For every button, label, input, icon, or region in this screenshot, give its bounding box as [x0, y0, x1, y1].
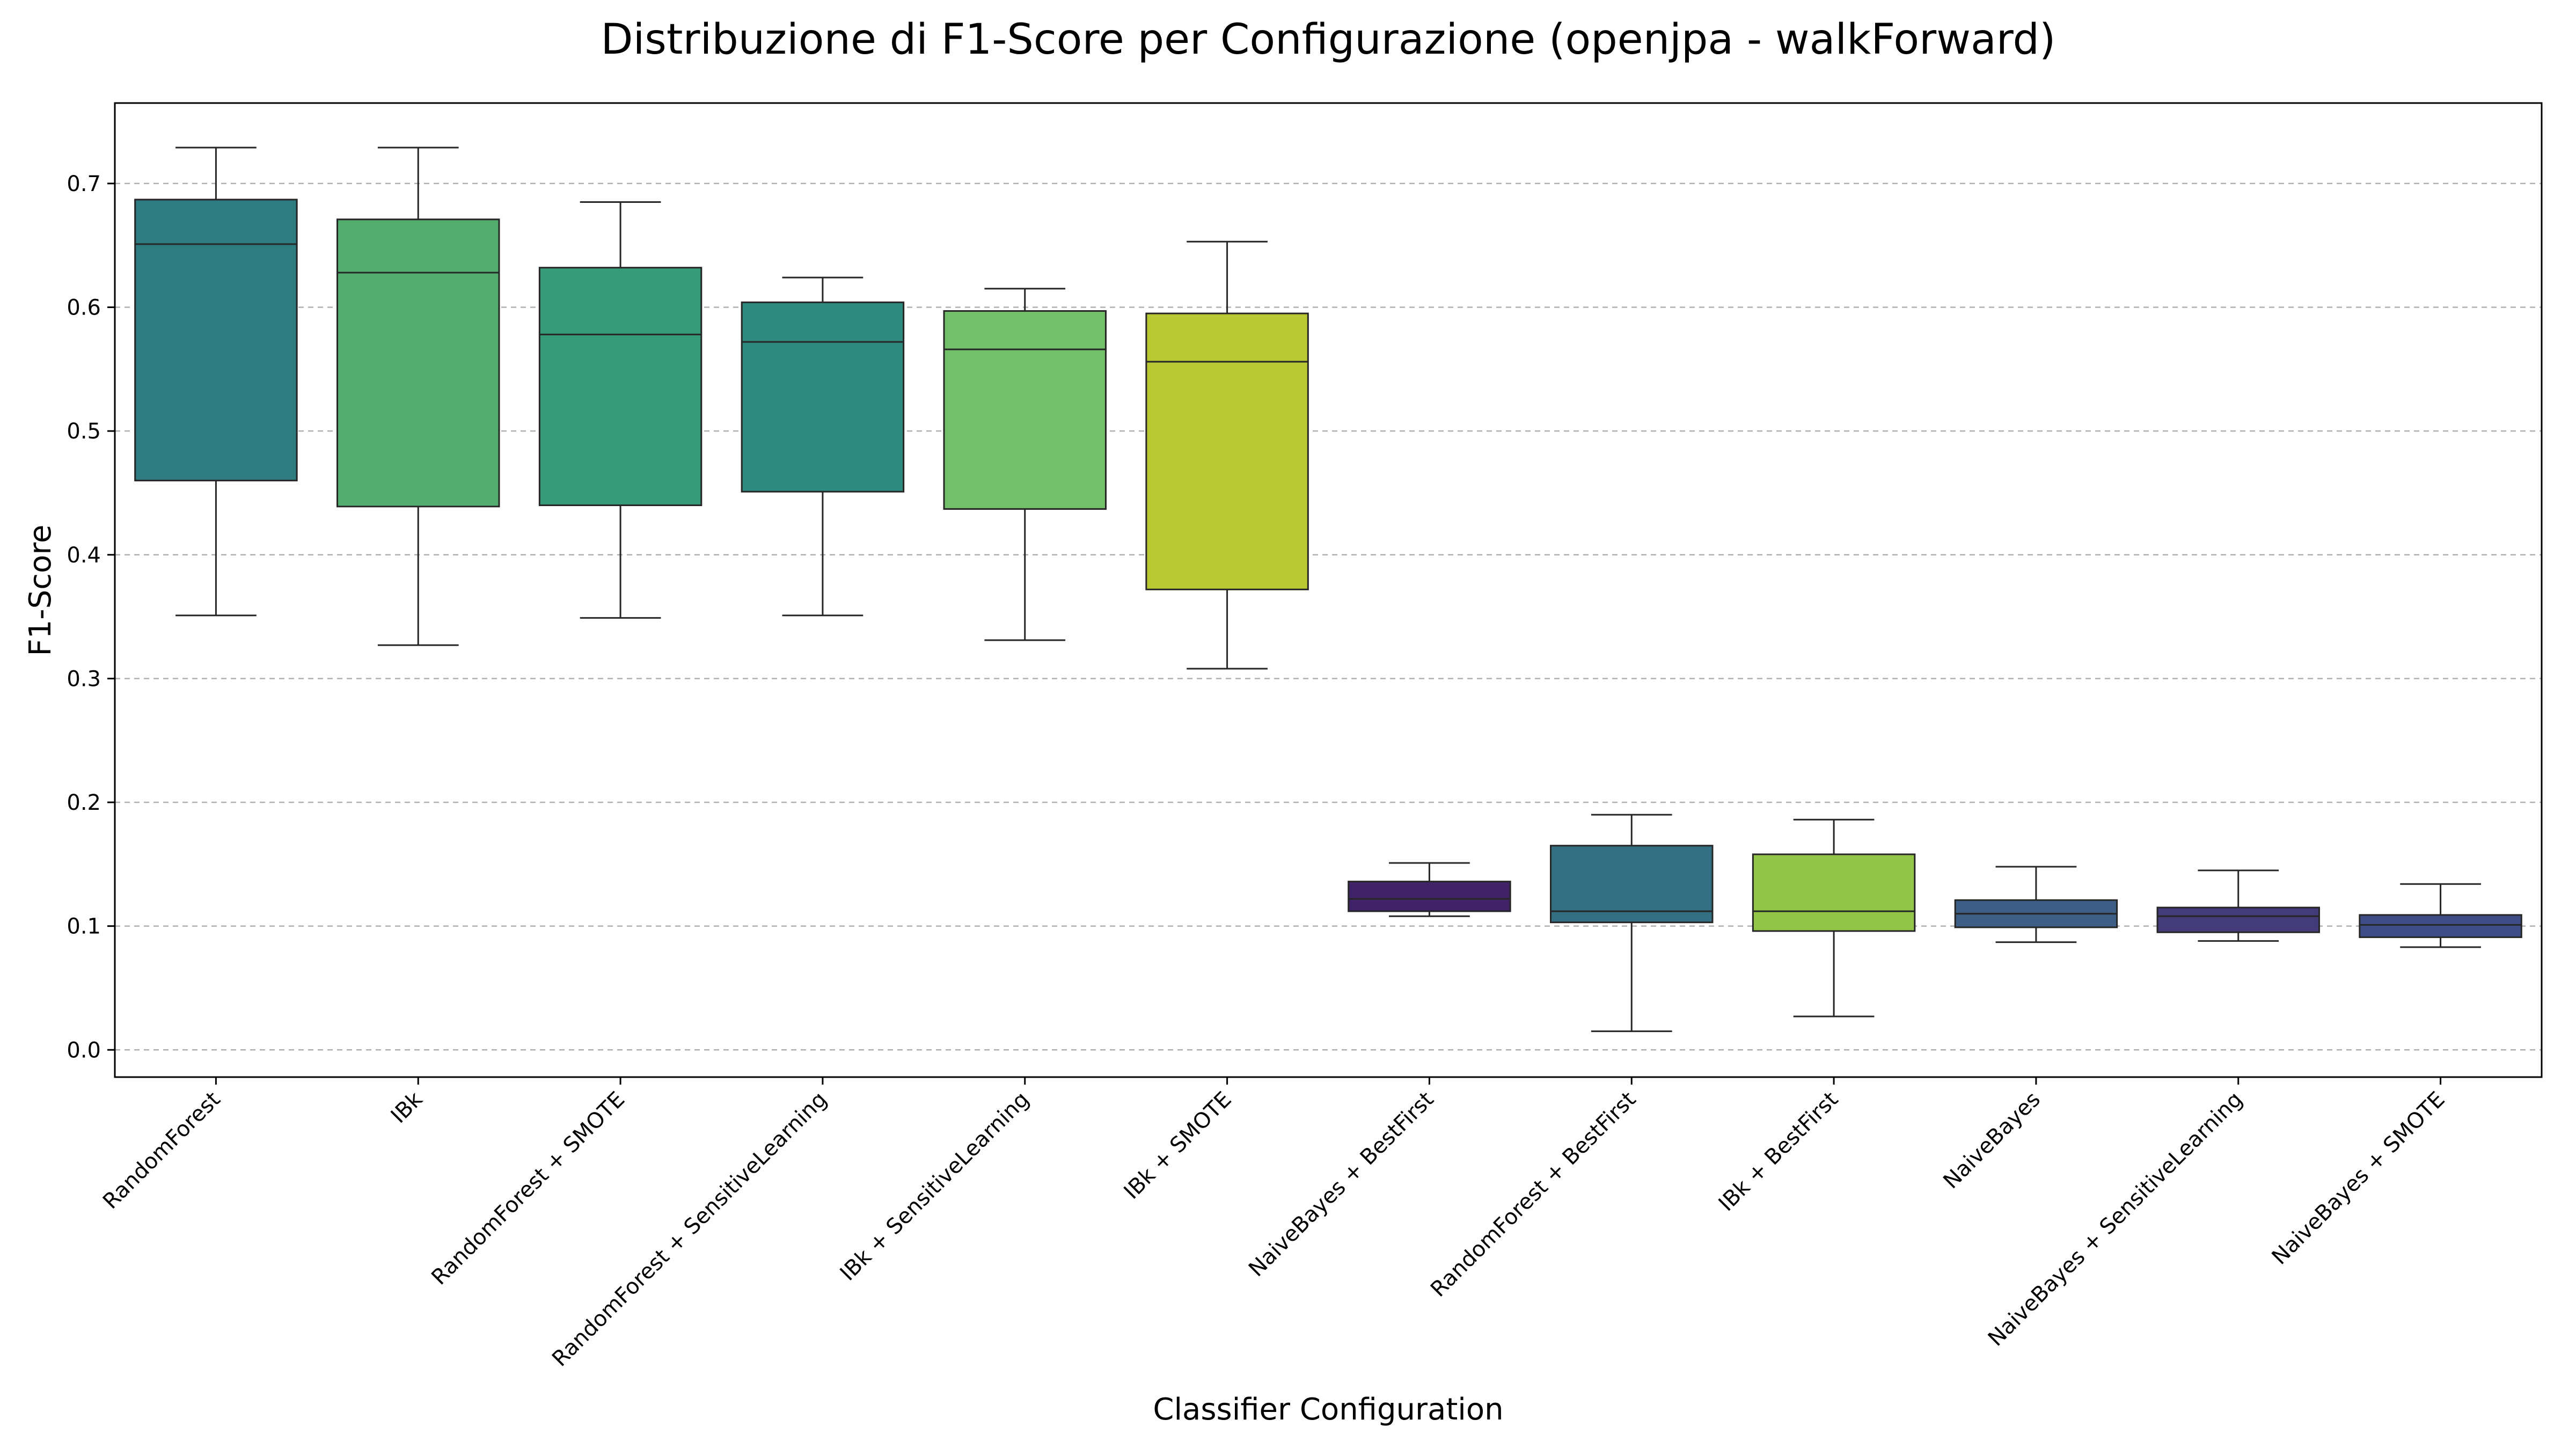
- y-tick-label-2: 0.2: [67, 791, 101, 815]
- box-8: [1752, 818, 1916, 1018]
- gridlines: [115, 182, 2542, 1051]
- y-tick-label-4: 0.4: [67, 543, 101, 568]
- y-tick-label-3: 0.3: [67, 667, 101, 691]
- box-iqr: [2359, 914, 2522, 938]
- y-axis-label: F1-Score: [23, 525, 58, 656]
- box-iqr: [943, 310, 1107, 510]
- y-tick-label-6: 0.6: [67, 296, 101, 320]
- y-axis-ticks: 0.0 0.1 0.2 0.3 0.4 0.5 0.6 0.7: [67, 172, 115, 1063]
- y-tick-label-0: 0.0: [67, 1038, 101, 1063]
- box-iqr: [1752, 853, 1916, 932]
- box-11: [2359, 883, 2522, 948]
- box-iqr: [134, 199, 298, 481]
- box-1: [336, 147, 500, 646]
- x-axis-label: Classifier Configuration: [1153, 1392, 1503, 1427]
- box-iqr: [1550, 845, 1714, 924]
- box-7: [1550, 814, 1714, 1033]
- y-tick-label-5: 0.5: [67, 419, 101, 444]
- box-2: [538, 201, 702, 619]
- box-iqr: [741, 301, 905, 493]
- chart-title: Distribuzione di F1-Score per Configuraz…: [601, 16, 2056, 64]
- boxes-group: [134, 147, 2522, 1033]
- box-iqr: [538, 267, 702, 507]
- box-9: [1954, 866, 2118, 943]
- box-iqr: [336, 218, 500, 508]
- box-iqr: [1145, 312, 1309, 590]
- y-tick-label-7: 0.7: [67, 172, 101, 196]
- box-iqr: [1348, 881, 1511, 912]
- y-tick-label-1: 0.1: [67, 914, 101, 939]
- plot-area-frame: [114, 102, 2543, 1078]
- box-0: [134, 147, 298, 617]
- box-3: [741, 276, 905, 617]
- box-4: [943, 288, 1107, 641]
- box-10: [2156, 869, 2320, 942]
- box-iqr: [2156, 906, 2320, 933]
- box-5: [1145, 240, 1309, 670]
- box-6: [1348, 862, 1511, 917]
